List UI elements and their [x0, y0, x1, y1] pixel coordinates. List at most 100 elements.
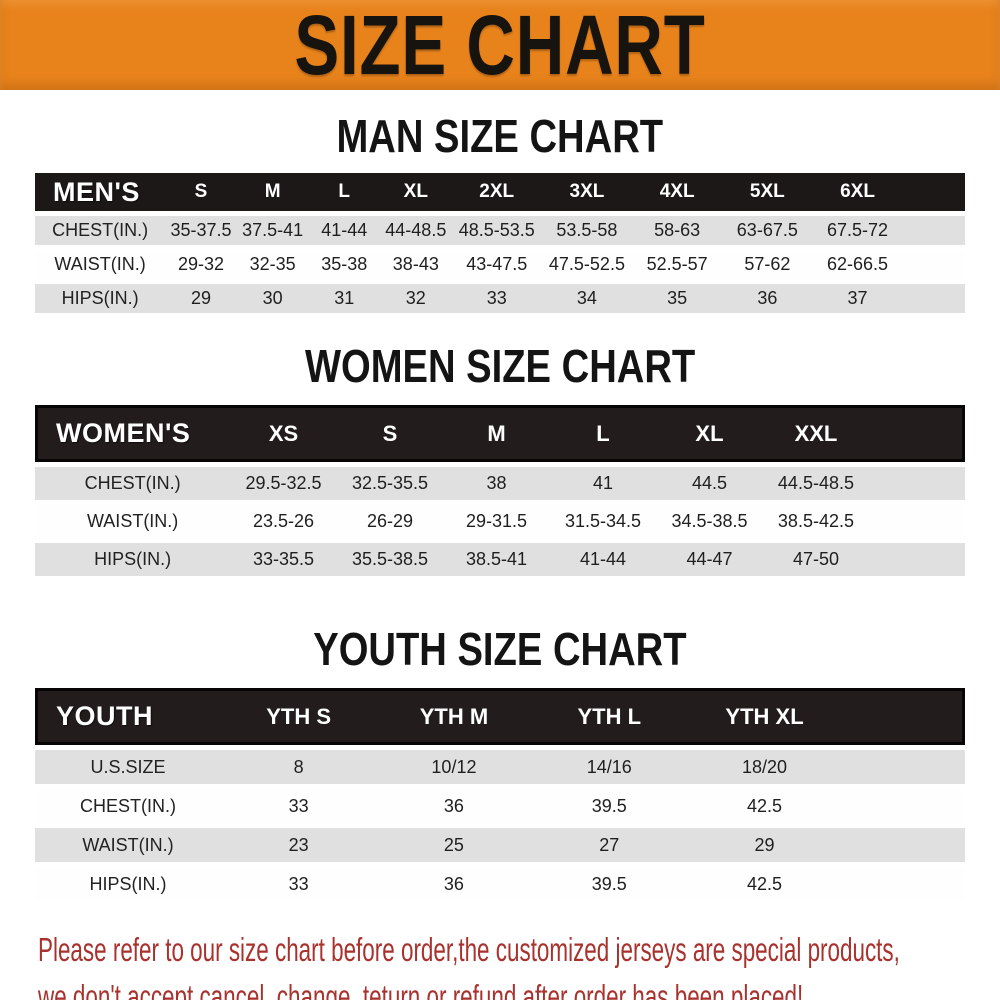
women-size-cell: 38.5-41	[443, 543, 550, 576]
youth-heading: YOUTH SIZE CHART	[0, 623, 1000, 675]
youth-column-header: YTH XL	[686, 688, 843, 745]
youth-table-title: YOUTH	[35, 688, 221, 745]
youth-size-cell: 33	[221, 867, 377, 901]
men-size-cell: 32-35	[236, 250, 309, 279]
filler-cell	[902, 284, 965, 313]
men-size-cell: 47.5-52.5	[541, 250, 633, 279]
men-size-cell: 43-47.5	[451, 250, 542, 279]
youth-size-cell: 25	[376, 828, 532, 862]
women-row-label: CHEST(IN.)	[35, 467, 231, 500]
youth-column-header: YTH L	[531, 688, 687, 745]
women-size-cell: 44.5	[656, 467, 763, 500]
charts-area: MAN SIZE CHART MEN'S S M L XL 2XL 3XL 4XL 5XL 6XL…	[0, 110, 1000, 906]
disclaimer-line-1: Please refer to our size chart before or…	[38, 930, 1000, 977]
men-column-header: 3XL	[541, 173, 633, 211]
youth-header-bar: YOUTH YTH S YTH M YTH L YTH XL	[35, 688, 965, 745]
men-size-cell: 31	[308, 284, 381, 313]
youth-table-row: CHEST(IN.) 33 36 39.5 42.5	[35, 789, 965, 823]
section-men: MAN SIZE CHART MEN'S S M L XL 2XL 3XL 4XL 5XL 6XL…	[0, 110, 1000, 318]
filler-cell	[902, 173, 965, 211]
men-column-header: 2XL	[451, 173, 542, 211]
men-header-bar: MEN'S S M L XL 2XL 3XL 4XL 5XL 6XL	[35, 173, 965, 211]
women-column-header: XS	[230, 405, 337, 462]
men-row-label: CHEST(IN.)	[35, 216, 166, 245]
men-column-header: XL	[380, 173, 452, 211]
men-size-cell: 44-48.5	[380, 216, 452, 245]
youth-size-cell: 42.5	[686, 867, 843, 901]
men-table-title: MEN'S	[35, 173, 166, 211]
women-size-table: WOMEN'S XS S M L XL XXL CHEST(IN.) 29.5-32.5 32.5…	[35, 400, 965, 581]
men-size-cell: 30	[236, 284, 309, 313]
men-row-label: HIPS(IN.)	[35, 284, 166, 313]
youth-row-label: CHEST(IN.)	[35, 789, 221, 823]
section-women: WOMEN SIZE CHART WOMEN'S XS S M L XL XXL CHEST(…	[0, 340, 1000, 581]
women-size-cell: 32.5-35.5	[336, 467, 444, 500]
men-column-header: M	[236, 173, 309, 211]
women-column-header: XL	[656, 405, 763, 462]
women-size-cell: 35.5-38.5	[336, 543, 444, 576]
men-column-header: 5XL	[722, 173, 813, 211]
men-column-header: L	[308, 173, 381, 211]
youth-size-cell: 8	[221, 750, 377, 784]
youth-size-cell: 39.5	[531, 789, 687, 823]
youth-column-header: YTH M	[376, 688, 532, 745]
youth-table-row: HIPS(IN.) 33 36 39.5 42.5	[35, 867, 965, 901]
women-size-cell: 38	[443, 467, 550, 500]
men-table-row: CHEST(IN.) 35-37.5 37.5-41 41-44 44-48.5 48.5…	[35, 216, 965, 245]
men-size-cell: 41-44	[308, 216, 381, 245]
men-size-cell: 37.5-41	[236, 216, 309, 245]
women-column-header: M	[443, 405, 550, 462]
men-size-cell: 48.5-53.5	[451, 216, 542, 245]
women-table-row: HIPS(IN.) 33-35.5 35.5-38.5 38.5-41 41-44 44-…	[35, 543, 965, 576]
men-size-cell: 67.5-72	[812, 216, 903, 245]
filler-cell	[842, 688, 965, 745]
men-size-cell: 58-63	[632, 216, 723, 245]
banner-title: SIZE CHART	[294, 0, 706, 92]
women-size-cell: 23.5-26	[230, 505, 337, 538]
men-column-header: S	[165, 173, 237, 211]
youth-size-cell: 10/12	[376, 750, 532, 784]
filler-cell	[842, 750, 965, 784]
youth-table-row: U.S.SIZE 8 10/12 14/16 18/20	[35, 750, 965, 784]
women-heading: WOMEN SIZE CHART	[0, 340, 1000, 392]
youth-row-label: HIPS(IN.)	[35, 867, 221, 901]
disclaimer-line-2-text: we don't accept cancel, change, teturn o…	[38, 978, 804, 1000]
youth-table-row: WAIST(IN.) 23 25 27 29	[35, 828, 965, 862]
men-size-cell: 33	[451, 284, 542, 313]
men-column-header: 6XL	[812, 173, 903, 211]
men-size-cell: 53.5-58	[541, 216, 633, 245]
men-size-cell: 35	[632, 284, 723, 313]
women-row-label: HIPS(IN.)	[35, 543, 231, 576]
section-youth: YOUTH SIZE CHART YOUTH YTH S YTH M YTH L YTH…	[0, 623, 1000, 906]
filler-cell	[869, 405, 965, 462]
men-size-cell: 38-43	[380, 250, 452, 279]
men-size-cell: 52.5-57	[632, 250, 723, 279]
men-heading: MAN SIZE CHART	[0, 110, 1000, 162]
filler-cell	[842, 789, 965, 823]
women-size-cell: 44.5-48.5	[762, 467, 870, 500]
filler-cell	[902, 250, 965, 279]
men-size-table: MEN'S S M L XL 2XL 3XL 4XL 5XL 6XL CHEST(IN.) 35-37…	[35, 168, 965, 318]
women-column-header: S	[336, 405, 444, 462]
filler-cell	[869, 505, 965, 538]
youth-size-cell: 27	[531, 828, 687, 862]
youth-size-table: YOUTH YTH S YTH M YTH L YTH XL U.S.SIZE 8 10/12…	[35, 683, 965, 906]
women-size-cell: 38.5-42.5	[762, 505, 870, 538]
women-size-cell: 41	[549, 467, 657, 500]
women-size-cell: 44-47	[656, 543, 763, 576]
youth-size-cell: 18/20	[686, 750, 843, 784]
women-header-bar: WOMEN'S XS S M L XL XXL	[35, 405, 965, 462]
women-size-cell: 34.5-38.5	[656, 505, 763, 538]
youth-column-header: YTH S	[221, 688, 377, 745]
banner: SIZE CHART	[0, 0, 1000, 90]
youth-size-cell: 36	[376, 789, 532, 823]
women-size-cell: 29.5-32.5	[230, 467, 337, 500]
filler-cell	[902, 216, 965, 245]
men-size-cell: 34	[541, 284, 633, 313]
women-column-header: L	[549, 405, 657, 462]
men-column-header: 4XL	[632, 173, 723, 211]
men-table-row: WAIST(IN.) 29-32 32-35 35-38 38-43 43-47.5 47.…	[35, 250, 965, 279]
disclaimer-line-2: we don't accept cancel, change, teturn o…	[38, 977, 1000, 1000]
men-size-cell: 35-37.5	[165, 216, 237, 245]
